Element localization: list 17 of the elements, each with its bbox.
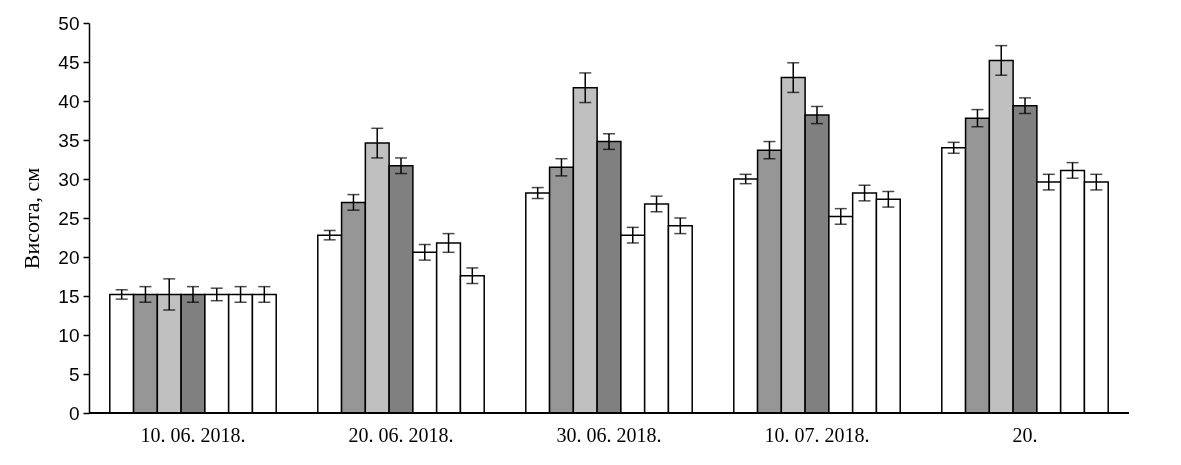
x-tick-label: 10. 06. 2018. [140, 423, 246, 446]
y-tick-label: 40 [58, 90, 80, 112]
y-tick-label: 10 [58, 324, 80, 346]
x-tick-label: 30. 06. 2018. [556, 423, 662, 446]
y-tick-label: 30 [58, 168, 80, 190]
y-tick-label: 35 [58, 129, 80, 151]
y-tick-label: 45 [58, 51, 80, 73]
x-tick-label: 20. [1012, 423, 1038, 446]
x-tick-label: 10. 07. 2018. [764, 423, 870, 446]
y-tick-label: 50 [58, 12, 80, 34]
y-tick-label: 25 [58, 207, 80, 229]
y-tick-label: 5 [68, 363, 80, 385]
y-tick-label: 0 [68, 402, 80, 424]
y-axis-title: Висота, см [19, 167, 45, 270]
x-tick-label: 20. 06. 2018. [348, 423, 454, 446]
y-tick-label: 15 [58, 285, 80, 307]
y-tick-label: 20 [58, 246, 80, 268]
